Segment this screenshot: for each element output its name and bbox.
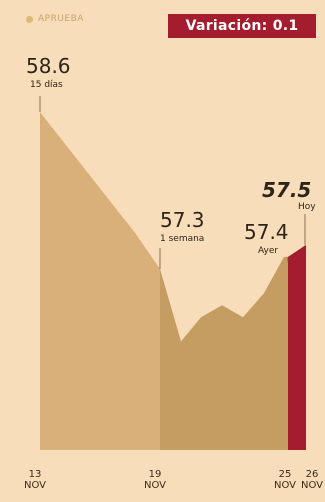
annotation-value-hoy: 57.5 [262,178,312,202]
annotation-value-1-week: 57.3 [160,208,205,232]
variation-badge: Variación: 0.1 [168,14,316,38]
legend-dot-icon [26,15,33,23]
annotation-value-15-days: 58.6 [26,54,71,78]
x-tick-25-nov: 25 NOV [270,469,300,491]
annotation-label-15-days: 15 días [30,80,63,90]
annotation-label-1-week: 1 semana [160,234,205,244]
x-tick-month: NOV [143,480,167,491]
x-tick-19-nov: 19 NOV [140,469,170,491]
variation-value: 0.1 [272,18,299,34]
x-tick-13-nov: 13 NOV [21,469,49,491]
x-tick-month: NOV [273,480,297,491]
x-tick-day: 25 [278,469,292,480]
legend-label: APRUEBA [38,14,84,24]
x-tick-month: NOV [23,480,47,491]
annotation-label-ayer: Ayer [258,246,279,256]
x-tick-day: 26 [305,469,319,480]
legend: APRUEBA [26,14,84,24]
x-tick-day: 19 [148,469,162,480]
area-15-days [40,112,160,450]
bar-today [288,244,306,450]
variation-label: Variación: [185,18,268,34]
x-tick-month: NOV [300,480,324,491]
x-tick-day: 13 [28,469,42,480]
annotation-label-hoy: Hoy [298,202,316,212]
area-1-week [160,256,288,450]
x-tick-26-nov: 26 NOV [299,469,325,491]
annotation-value-ayer: 57.4 [244,220,289,244]
